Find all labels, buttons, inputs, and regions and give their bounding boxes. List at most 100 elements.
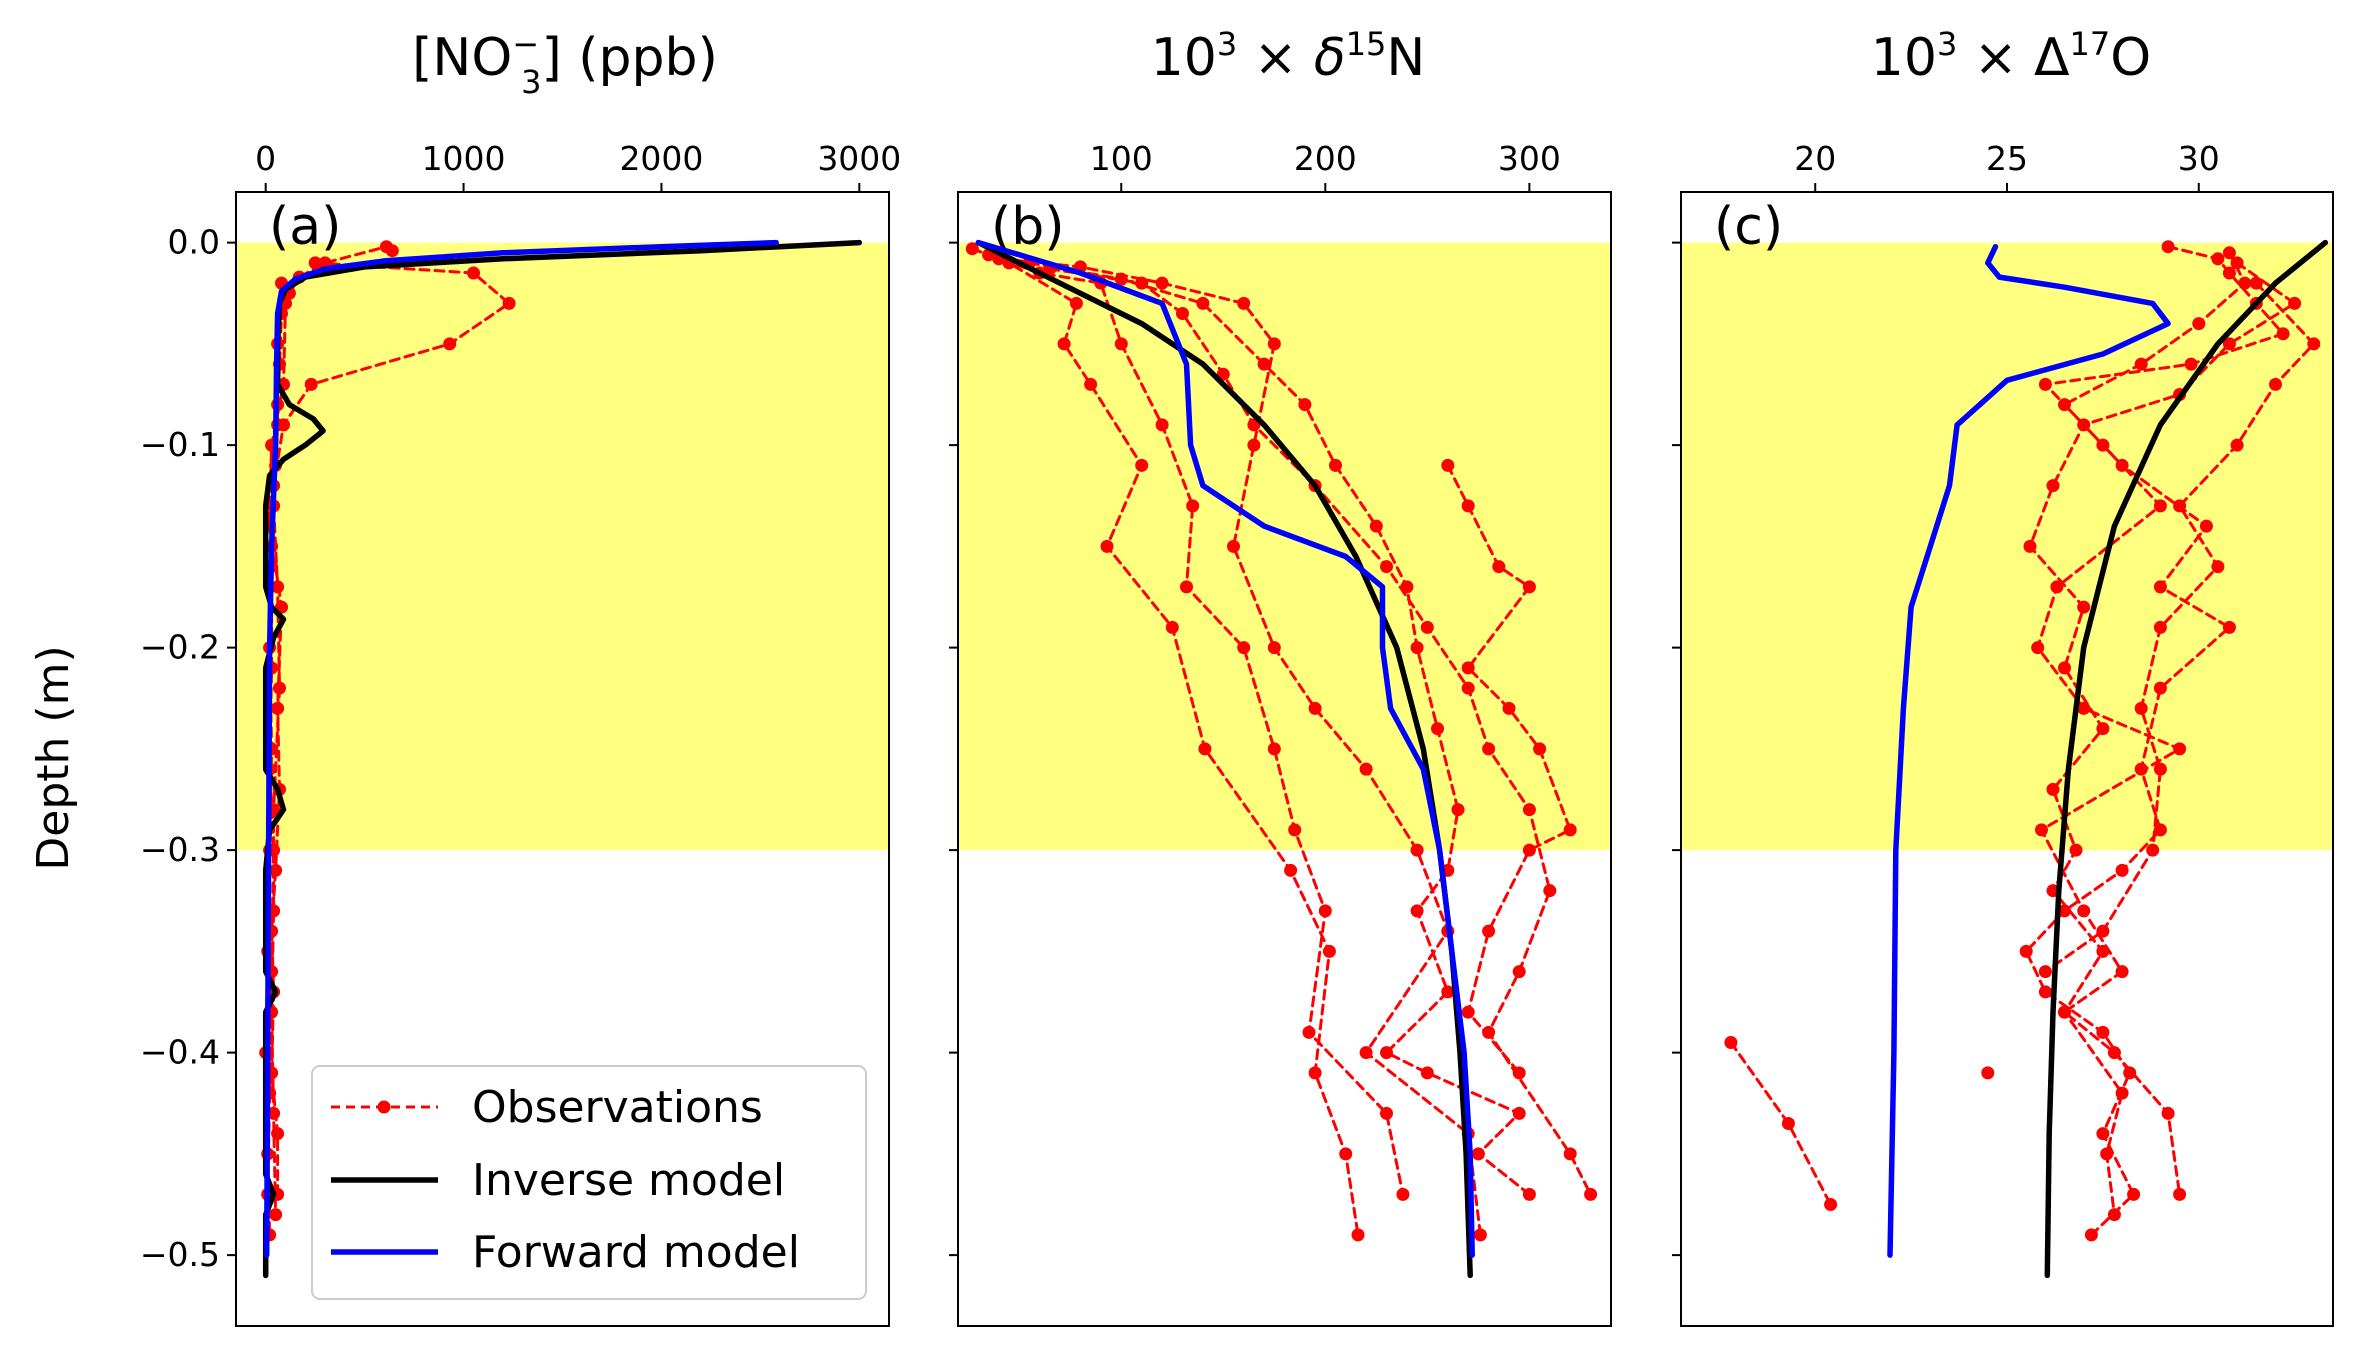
data-point-c-2-9: [2153, 681, 2167, 695]
data-point-b-4-6: [1380, 560, 1393, 574]
panels: (a) 0 1000 2000 3000 0.0 −0.1 −0.2 −0.3 −0.4 −0.5 O…: [140, 139, 2334, 1327]
data-point-b-3-14: [1380, 1046, 1393, 1060]
data-point-c-3-6: [2023, 539, 2037, 553]
panel-a: (a) 0 1000 2000 3000 0.0 −0.1 −0.2 −0.3 −0.4 −0.5 O…: [140, 139, 901, 1327]
y-tick-label-a-4: −0.4: [140, 1033, 220, 1072]
data-point-b-3-10: [1451, 803, 1465, 817]
x-tick-label-a-3000: 3000: [817, 139, 901, 178]
data-point-c-4-8: [2153, 762, 2167, 776]
panel-label-b: (b): [991, 197, 1065, 257]
data-point-b-4-10: [1522, 803, 1536, 817]
data-point-b-0-3: [1057, 337, 1071, 351]
data-point-c-2-8: [2222, 620, 2236, 634]
data-point-c-2-20: [2084, 1228, 2098, 1242]
data-point-b-1-3: [1114, 337, 1128, 351]
y-tick-label-a-5: −0.5: [140, 1235, 220, 1274]
data-point-b-5-6: [1533, 742, 1547, 756]
data-point-b-5-3: [1522, 580, 1536, 594]
data-point-b-3-1: [1114, 272, 1128, 286]
data-point-c-2-6: [2199, 519, 2213, 533]
data-point-c-0-1: [1781, 1117, 1795, 1130]
data-point-b-0-13: [1351, 1228, 1365, 1242]
x-tick-label-a-1000: 1000: [422, 139, 506, 178]
axes-frame-a: [235, 191, 890, 1327]
data-point-c-1-14: [2077, 904, 2091, 918]
y-tick-label-a-2: −0.2: [140, 628, 220, 667]
series-obs-line-b-4: [1048, 267, 1593, 1196]
data-point-b-3-18: [1522, 1187, 1536, 1201]
data-point-b-4-13: [1482, 1025, 1496, 1039]
data-point-b-3-5: [1329, 458, 1342, 472]
series-group-a: [259, 239, 863, 1279]
data-point-b-5-7: [1563, 823, 1577, 837]
x-tick-label-c-25: 25: [1986, 139, 2028, 178]
data-point-c-3-13: [2096, 944, 2110, 958]
legend-box: [311, 1065, 867, 1300]
x-tick-label-c-30: 30: [2178, 139, 2220, 178]
data-point-a-1-2: [502, 296, 516, 310]
data-point-b-3-2: [1196, 296, 1210, 310]
data-point-c-4-9: [2146, 843, 2160, 857]
series-group-c: [1724, 239, 2329, 1279]
data-point-c-4-2: [2269, 377, 2282, 391]
data-point-c-4-11: [2038, 965, 2052, 979]
data-point-b-1-7: [1237, 641, 1251, 655]
data-point-b-5-0: [1441, 458, 1455, 472]
data-point-c-3-17: [2107, 1208, 2121, 1222]
data-point-b-3-16: [1512, 1106, 1526, 1120]
data-point-c-1-12: [2173, 742, 2187, 756]
panel-label-a: (a): [269, 197, 341, 257]
data-point-b-4-2: [1176, 307, 1189, 320]
data-point-c-1-13: [2035, 823, 2048, 837]
series-forward-line-b-7: [975, 239, 1475, 1258]
data-point-b-4-9: [1482, 742, 1496, 756]
data-point-b-0-0: [965, 242, 979, 256]
data-point-b-4-15: [1584, 1187, 1598, 1201]
x-tick-label-b-300: 300: [1498, 139, 1561, 178]
data-point-a-1-0: [308, 256, 322, 270]
data-point-b-2-14: [1473, 1228, 1487, 1242]
x-tick-label-b-100: 100: [1090, 139, 1153, 178]
legend-label-forward: Forward model: [472, 1227, 800, 1278]
data-point-c-4-3: [2230, 438, 2244, 452]
data-point-b-2-8: [1308, 701, 1322, 715]
data-point-a-1-1: [467, 266, 480, 280]
data-point-b-5-11: [1512, 1066, 1526, 1080]
data-point-c-2-19: [2127, 1187, 2141, 1201]
data-point-c-0-0: [1724, 1036, 1738, 1049]
series-inverse-line-c-6: [2044, 239, 2329, 1279]
shaded-band-a: [236, 242, 889, 851]
data-point-b-2-9: [1359, 762, 1373, 776]
axes-frame-b: [957, 191, 1612, 1327]
series-obs-line-b-1: [987, 253, 1405, 1196]
x-tick-label-a-2000: 2000: [619, 139, 703, 178]
series-obs-line-c-0: [1729, 1041, 1833, 1206]
data-point-c-2-0: [2222, 246, 2236, 260]
legend-label-obs: Observations: [472, 1082, 763, 1133]
y-tick-label-a-1: −0.1: [140, 425, 220, 464]
data-point-c-2-15: [2038, 985, 2052, 999]
data-point-c-3-11: [2069, 843, 2083, 857]
data-point-a-3-5: [271, 701, 285, 715]
data-point-b-4-14: [1563, 1147, 1577, 1161]
data-point-c-1-2: [2222, 266, 2236, 280]
panel-b-title: 103 × δ15N: [1151, 25, 1426, 88]
data-point-b-3-4: [1298, 398, 1312, 412]
data-point-b-3-8: [1410, 641, 1424, 655]
data-point-a-3-7: [269, 863, 283, 877]
data-point-a-3-11: [271, 1127, 285, 1141]
data-point-c-3-16: [2100, 1147, 2114, 1161]
legend-marker-obs: [377, 1100, 391, 1114]
y-tick-label-a-0: 0.0: [168, 223, 220, 262]
data-point-c-3-7: [2077, 600, 2091, 614]
shaded-band-b: [958, 242, 1611, 851]
panel-a-title: [NO− 3] (ppb): [412, 25, 718, 101]
data-point-b-4-8: [1461, 681, 1475, 695]
data-point-c-4-10: [2096, 924, 2110, 938]
y-tick-label-a-3: −0.3: [140, 830, 220, 869]
y-axis-label: Depth (m): [28, 645, 79, 870]
data-point-b-1-8: [1267, 742, 1281, 756]
data-point-c-1-4: [2276, 327, 2290, 341]
data-point-c-5-0: [1981, 1066, 1995, 1080]
data-point-c-1-19: [2173, 1187, 2187, 1201]
